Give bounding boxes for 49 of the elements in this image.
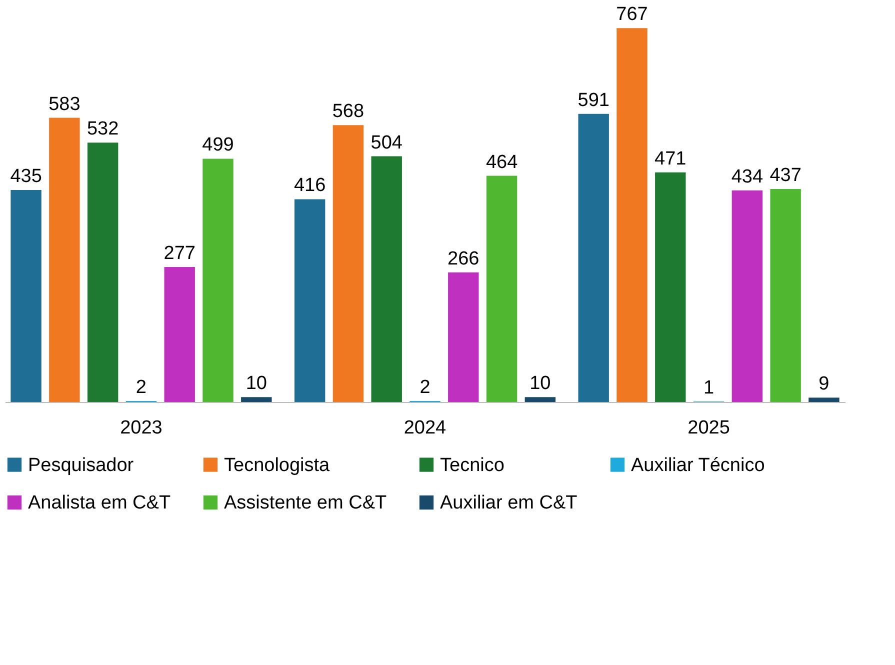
data-label: 464 [486,152,518,173]
data-label: 568 [332,101,364,122]
legend-label: Auxiliar em C&T [440,492,578,514]
data-label: 471 [654,148,686,170]
data-label: 435 [10,166,42,187]
x-tick-label: 2024 [404,418,447,438]
bar [332,125,364,402]
data-label: 583 [48,94,80,115]
bar [770,188,801,402]
bar [10,190,42,402]
data-label: 10 [246,373,267,394]
legend-label: Analista em C&T [28,492,171,514]
bar [578,114,609,402]
data-label: 767 [616,4,648,26]
x-tick-label: 2025 [688,418,730,438]
bar [164,266,195,402]
bar [524,397,556,402]
bar [616,28,648,402]
legend-label: Auxiliar Técnico [631,454,765,476]
legend-label: Pesquisador [28,454,134,476]
data-label: 591 [578,90,610,111]
data-label: 416 [294,175,326,196]
legend-label: Tecnico [440,454,504,476]
legend-label: Tecnologista [224,454,330,476]
data-label: 266 [448,248,480,270]
data-label: 2 [136,377,147,398]
bar [655,172,686,402]
bar [808,398,840,402]
legend-label: Assistente em C&T [224,492,387,514]
data-label: 277 [164,242,196,264]
data-label: 499 [202,134,234,156]
data-label: 2 [420,377,430,398]
bar [241,397,272,402]
bar [49,118,80,402]
bar [294,199,326,402]
x-tick-label: 2023 [120,418,162,438]
data-label: 504 [370,132,403,154]
data-label: 434 [731,166,764,188]
data-label: 437 [770,164,802,186]
data-label: 9 [818,374,830,395]
bar [202,158,234,402]
bar [87,142,118,402]
bar [371,156,402,402]
data-label: 1 [703,378,714,399]
data-label: 532 [86,118,119,140]
bar [448,272,479,402]
bar [486,176,518,402]
bar [732,190,763,402]
data-label: 10 [530,373,551,394]
